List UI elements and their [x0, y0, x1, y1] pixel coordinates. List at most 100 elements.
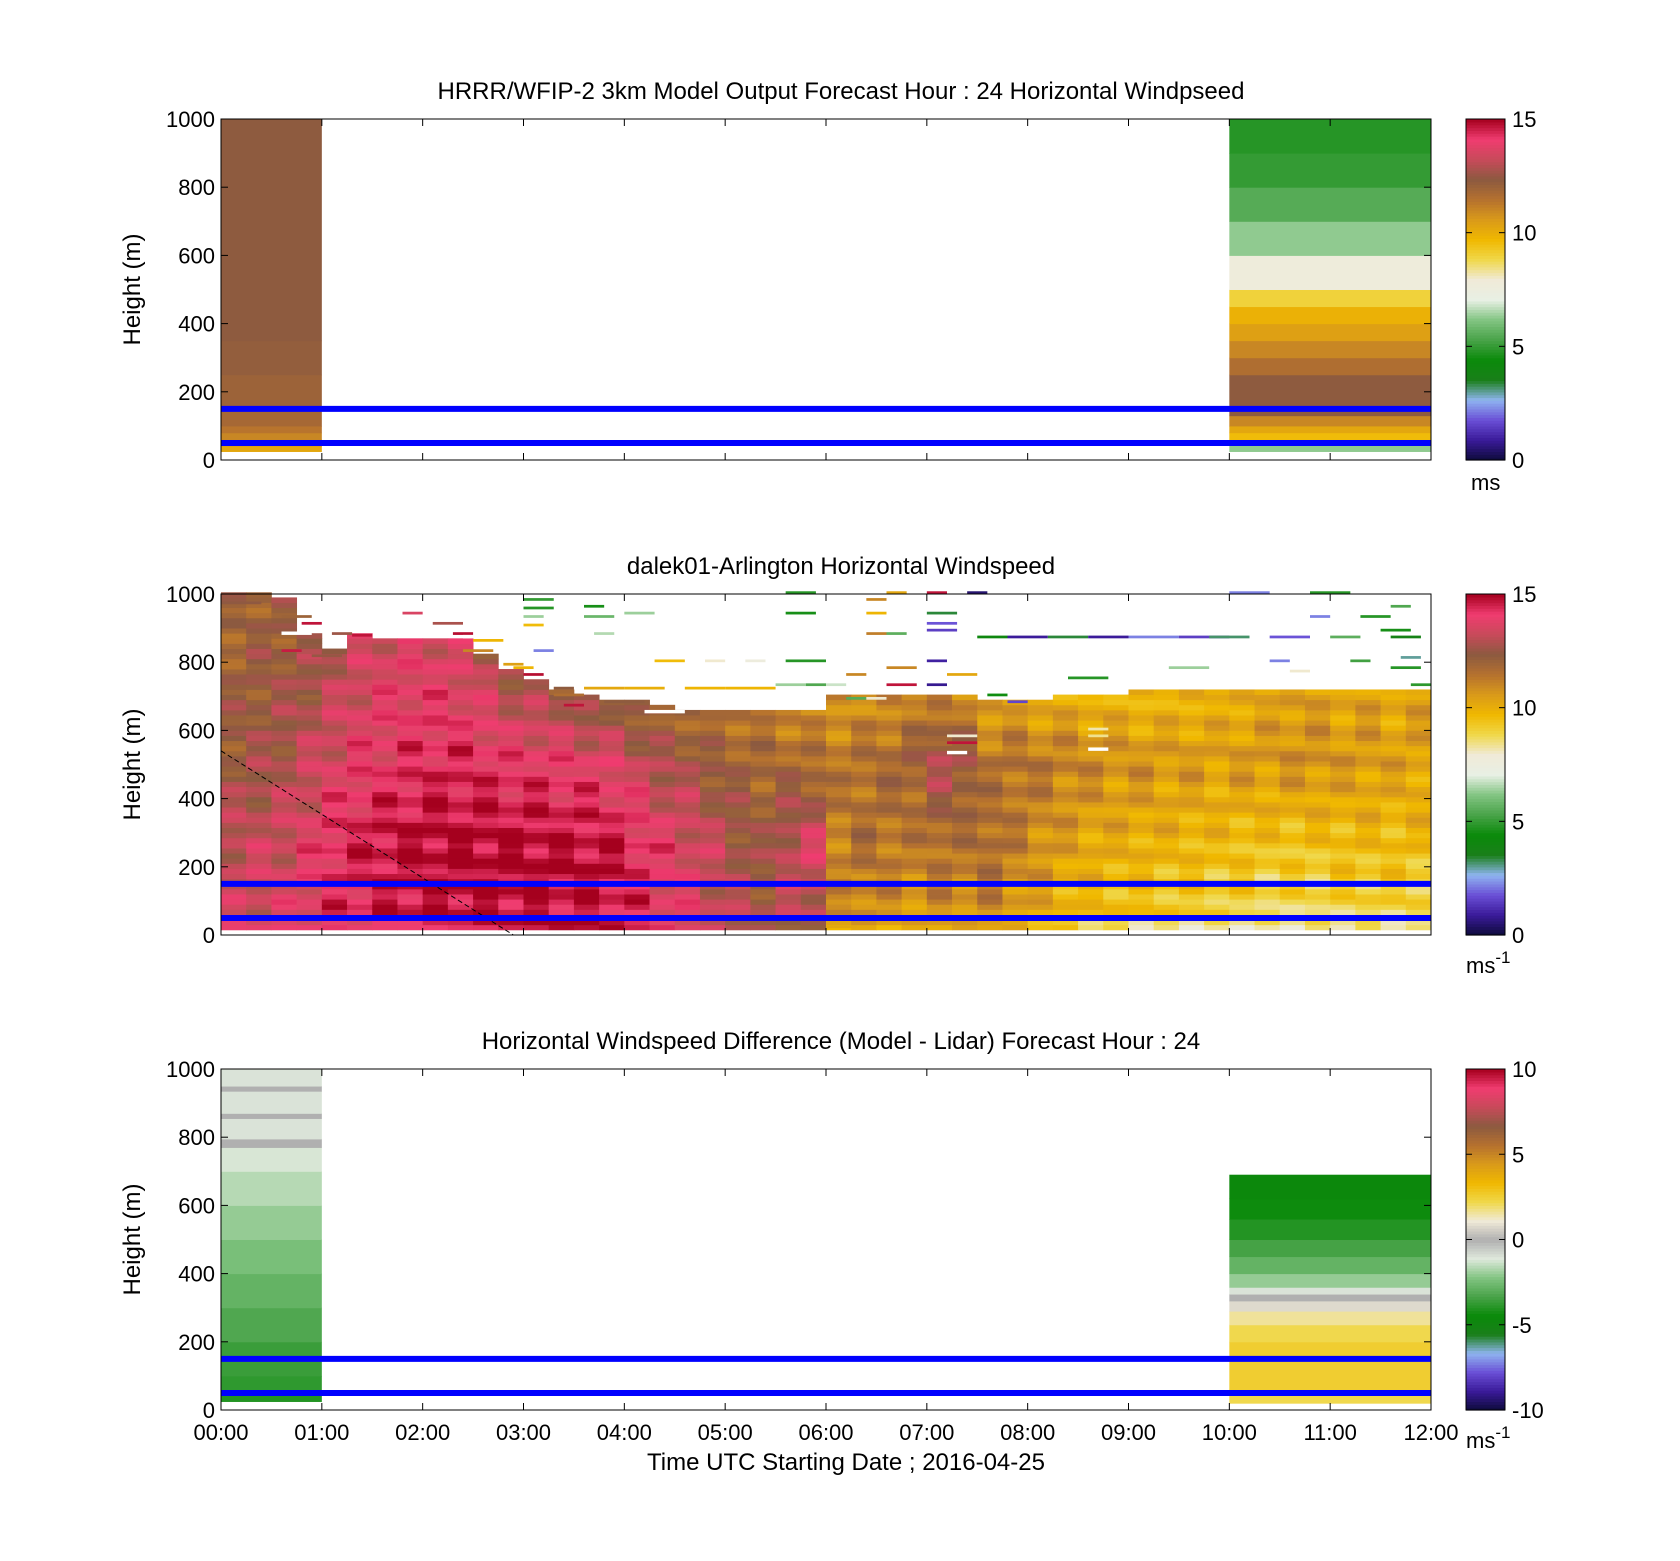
heatmap-cell [347, 848, 373, 854]
heatmap-cell [1355, 689, 1381, 695]
heatmap-cell [1304, 817, 1331, 823]
heatmap-cell [775, 837, 802, 844]
heatmap-cell [800, 715, 827, 721]
colorbar-segment [1466, 312, 1505, 316]
colorbar-segment [1466, 244, 1505, 248]
heatmap-cell [1078, 720, 1104, 726]
heatmap-cell [246, 607, 272, 614]
heatmap-cell [1178, 899, 1205, 905]
colorbar-segment [1466, 198, 1505, 203]
heatmap-cell [674, 909, 701, 915]
colorbar-segment [1466, 1142, 1505, 1147]
heatmap-cell [321, 899, 348, 905]
heatmap-cell [1229, 848, 1255, 854]
heatmap-cell [1103, 858, 1129, 864]
heatmap-cell [271, 638, 298, 644]
heatmap-cell [1153, 842, 1180, 849]
heatmap-cell [321, 904, 348, 910]
colorbar-segment [1466, 232, 1505, 237]
heatmap-cell [296, 761, 323, 767]
heatmap-cell [952, 730, 978, 736]
heatmap-cell [1178, 715, 1205, 721]
heatmap-cell [523, 715, 550, 721]
heatmap-cell [699, 709, 726, 716]
colorbar-segment [1466, 1168, 1505, 1172]
heatmap-cell [699, 812, 726, 818]
heatmap-cell [826, 730, 852, 736]
heatmap-cell [321, 694, 348, 701]
heatmap-cell [397, 674, 424, 680]
heatmap-cell [1254, 919, 1281, 926]
heatmap-cell [649, 822, 676, 828]
heatmap-cell [523, 750, 550, 757]
heatmap-cell [347, 709, 373, 716]
colorbar-segment [1466, 440, 1505, 444]
heatmap-cell [1405, 725, 1432, 731]
heatmap-cell [397, 858, 424, 864]
heatmap-cell [296, 730, 323, 736]
heatmap-cell [548, 807, 575, 813]
heatmap-cell [321, 663, 348, 670]
heatmap-cell [1279, 786, 1306, 793]
heatmap-cell [347, 781, 373, 788]
heatmap-cell [221, 1239, 322, 1275]
heatmap-cell [1330, 894, 1356, 900]
colorbar-segment [1466, 613, 1505, 618]
heatmap-cell [1178, 924, 1205, 931]
heatmap-cell [1128, 894, 1155, 900]
heatmap-cell [1178, 796, 1205, 803]
heatmap-cell [221, 745, 247, 752]
heatmap-cell [624, 730, 650, 736]
heatmap-cell [599, 858, 625, 864]
heatmap-cell [523, 725, 550, 731]
heatmap-cell [447, 919, 474, 926]
heatmap-cell [498, 848, 524, 854]
colorbar-segment [1466, 1111, 1505, 1116]
heatmap-cell [826, 822, 852, 828]
heatmap-cell [1128, 868, 1155, 875]
colorbar-segment [1466, 144, 1505, 149]
heatmap-cell [1052, 899, 1079, 905]
sparse-cell [725, 686, 776, 690]
heatmap-cell [296, 781, 323, 788]
colorbar-segment [1466, 633, 1505, 638]
sparse-cell [785, 611, 816, 615]
heatmap-cell [750, 735, 776, 742]
heatmap-cell [271, 755, 298, 762]
heatmap-cell [826, 842, 852, 849]
heatmap-cell [1254, 817, 1281, 823]
heatmap-cell [901, 848, 928, 854]
heatmap-cell [422, 873, 449, 880]
heatmap-cell [1052, 873, 1079, 880]
heatmap-cell [1254, 735, 1281, 742]
heatmap-cell [221, 628, 247, 634]
heatmap-cell [246, 643, 272, 649]
heatmap-cell [1279, 791, 1306, 798]
heatmap-cell [498, 863, 524, 869]
heatmap-cell [1002, 888, 1029, 895]
heatmap-cell [901, 750, 928, 757]
sparse-cell [553, 693, 584, 697]
heatmap-cell [296, 771, 323, 777]
heatmap-cell [1178, 827, 1205, 834]
heatmap-cell [473, 679, 499, 685]
heatmap-cell [1103, 888, 1129, 895]
heatmap-cell [321, 807, 348, 813]
colorbar-segment [1466, 408, 1505, 413]
colorbar-segment [1466, 1336, 1505, 1340]
heatmap-cell [246, 771, 272, 777]
heatmap-cell [573, 802, 600, 808]
heatmap-cell [699, 837, 726, 844]
heatmap-cell [473, 684, 499, 690]
heatmap-cell [1330, 868, 1356, 875]
colorbar-segment [1466, 1225, 1505, 1229]
heatmap-cell [321, 755, 348, 762]
heatmap-cell [1254, 837, 1281, 844]
heatmap-cell [271, 766, 298, 772]
heatmap-cell [1279, 694, 1306, 701]
heatmap-cell [372, 796, 398, 803]
heatmap-cell [1052, 786, 1079, 793]
heatmap-cell [271, 704, 298, 711]
x-tick-label: 07:00 [899, 1420, 954, 1445]
heatmap-cell [725, 837, 751, 844]
